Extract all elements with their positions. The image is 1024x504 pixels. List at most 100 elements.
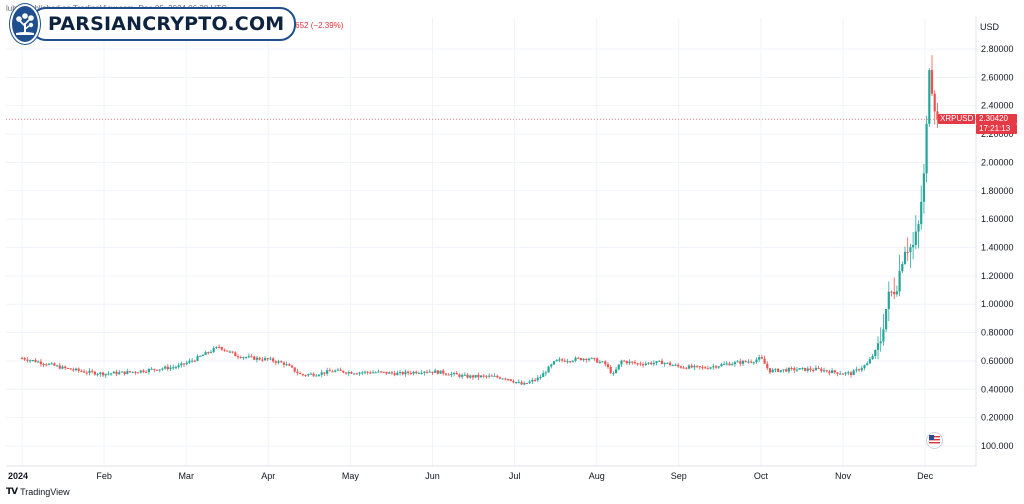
- candle-body: [885, 309, 888, 330]
- candle-body: [922, 173, 926, 202]
- candle-body: [34, 360, 37, 363]
- candle-body: [247, 356, 250, 358]
- candle-body: [174, 367, 178, 369]
- candle-body: [91, 370, 94, 372]
- candle-body: [741, 360, 745, 364]
- candle-body: [253, 356, 256, 360]
- candle-body: [542, 373, 545, 378]
- candle-body: [471, 375, 475, 378]
- price-tick-label: 0.60000: [981, 356, 1014, 366]
- candle-body: [209, 351, 213, 353]
- candle-body: [895, 291, 899, 295]
- candle-body: [56, 365, 59, 367]
- candle-body: [239, 357, 242, 359]
- candle-body: [83, 371, 86, 373]
- candle-body: [752, 362, 755, 364]
- candle-body: [191, 360, 194, 362]
- candle-body: [747, 361, 750, 363]
- candle-body: [274, 361, 277, 363]
- time-tick-label: May: [342, 471, 360, 481]
- candle-body: [280, 361, 283, 363]
- candle-body: [369, 372, 372, 374]
- candle-body: [936, 111, 939, 120]
- candle-body: [912, 244, 915, 248]
- candle-body: [817, 367, 820, 369]
- candle-body: [614, 369, 618, 374]
- candle-body: [633, 362, 637, 364]
- flag-us-icon[interactable]: [926, 432, 943, 449]
- candle-body: [223, 349, 226, 351]
- candle-body: [647, 362, 650, 364]
- candle-body: [695, 365, 699, 367]
- candle-body: [431, 371, 434, 373]
- candle-body: [566, 361, 569, 363]
- candle-body: [577, 357, 580, 359]
- candle-body: [417, 372, 421, 374]
- candle-body: [147, 369, 151, 372]
- candle-body: [528, 381, 531, 384]
- candle-body: [66, 368, 70, 370]
- time-tick-label: Nov: [835, 471, 852, 481]
- candle-body: [355, 373, 358, 375]
- candle-body: [793, 368, 796, 371]
- candle-body: [23, 358, 26, 360]
- candle-body: [293, 367, 296, 372]
- candle-body: [96, 374, 99, 376]
- candle-body: [164, 366, 167, 369]
- candle-body: [733, 362, 736, 365]
- candle-body: [58, 365, 61, 369]
- candle-body: [558, 359, 561, 361]
- candle-body: [806, 368, 809, 371]
- candle-body: [93, 371, 97, 375]
- candle-body: [347, 372, 350, 374]
- candle-body: [388, 372, 391, 374]
- candle-body: [312, 373, 315, 376]
- candle-body: [53, 363, 56, 366]
- candle-body: [131, 371, 134, 373]
- candle-body: [255, 357, 259, 360]
- candle-body: [458, 374, 461, 377]
- candle-body: [787, 368, 790, 372]
- candle-body: [722, 363, 726, 365]
- candle-body: [380, 371, 383, 373]
- tradingview-brand[interactable]: TV TradingView: [6, 487, 70, 497]
- candle-body: [315, 375, 318, 377]
- candle-body: [720, 364, 723, 367]
- candle-body: [407, 371, 410, 374]
- candle-body: [182, 363, 186, 365]
- candle-body: [636, 363, 639, 365]
- candle-body: [623, 360, 626, 362]
- candle-body: [844, 372, 847, 374]
- candle-body: [74, 368, 78, 371]
- candle-body: [145, 371, 148, 373]
- price-tick-label: 1.60000: [981, 214, 1014, 224]
- candle-body: [928, 70, 931, 124]
- candle-body: [371, 372, 375, 374]
- candle-body: [903, 251, 907, 264]
- candle-body: [736, 361, 739, 363]
- candle-body: [555, 359, 558, 362]
- currency-label[interactable]: USD: [980, 22, 1000, 32]
- candle-body: [625, 361, 628, 364]
- price-tick-label: 0.40000: [981, 384, 1014, 394]
- candle-body: [158, 369, 161, 371]
- price-tick-label: 0.20000: [981, 413, 1014, 423]
- candle-body: [671, 365, 674, 367]
- candle-body: [679, 366, 682, 368]
- parsiancrypto-logo-icon: [10, 4, 40, 44]
- candle-body: [282, 362, 286, 365]
- time-tick-label: Apr: [261, 471, 275, 481]
- candle-body: [215, 346, 218, 349]
- candle-body: [682, 367, 685, 369]
- candle-body: [709, 367, 712, 369]
- candle-body: [307, 374, 310, 376]
- candle-body: [579, 358, 583, 361]
- candle-body: [161, 368, 164, 370]
- candle-body: [782, 369, 785, 371]
- candle-body: [547, 366, 550, 373]
- candle-body: [204, 352, 207, 355]
- candle-body: [110, 373, 113, 375]
- candle-body: [498, 377, 502, 379]
- price-tick-label: 2.80000: [981, 44, 1014, 54]
